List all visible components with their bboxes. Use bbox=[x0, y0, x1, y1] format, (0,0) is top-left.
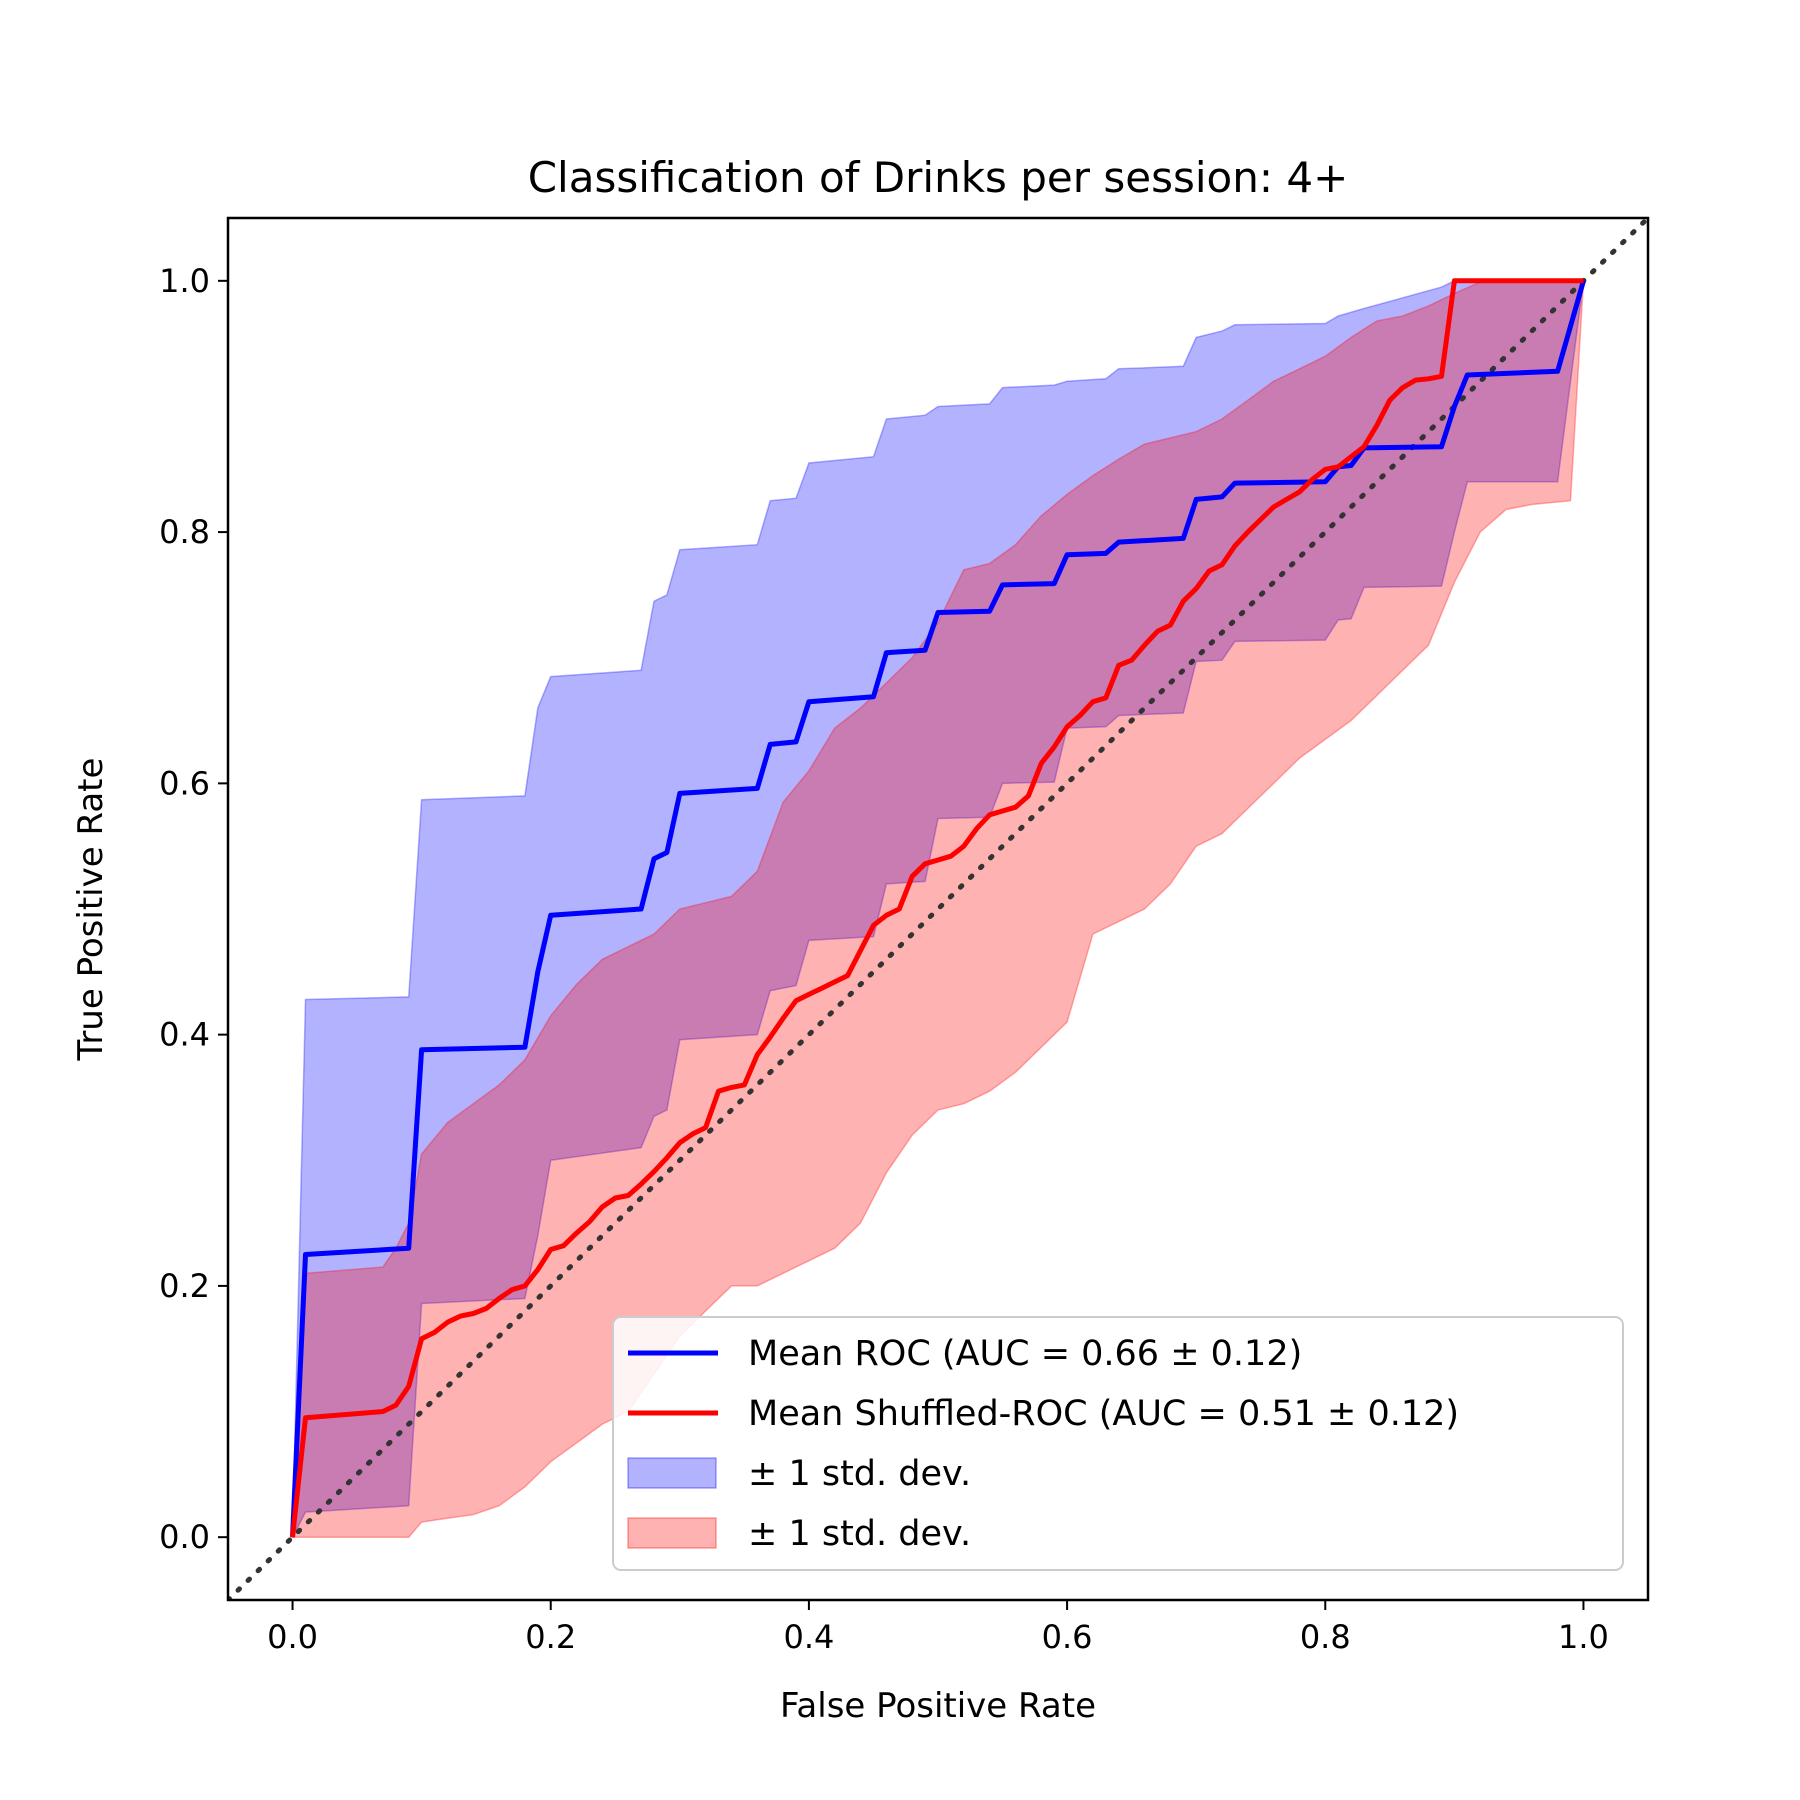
x-tick-label: 1.0 bbox=[1558, 1618, 1609, 1656]
y-axis-ticks: 0.0 0.2 0.4 0.6 0.8 1.0 bbox=[159, 262, 228, 1556]
legend-label-mean-roc: Mean ROC (AUC = 0.66 ± 0.12) bbox=[748, 1334, 1302, 1374]
plot-area bbox=[228, 218, 1648, 1600]
x-axis-ticks: 0.0 0.2 0.4 0.6 0.8 1.0 bbox=[267, 1600, 1609, 1656]
x-tick-label: 0.8 bbox=[1300, 1618, 1351, 1656]
lines-layer bbox=[290, 278, 1586, 1538]
legend-label-red-band: ± 1 std. dev. bbox=[748, 1514, 971, 1554]
x-tick-label: 0.4 bbox=[783, 1618, 834, 1656]
y-tick-label: 0.6 bbox=[159, 764, 210, 802]
y-tick-label: 0.8 bbox=[159, 513, 210, 551]
legend: Mean ROC (AUC = 0.66 ± 0.12) Mean Shuffl… bbox=[612, 1316, 1624, 1571]
chart-title: Classification of Drinks per session: 4+ bbox=[528, 153, 1349, 202]
plot-frame bbox=[226, 216, 1650, 1602]
legend-label-shuffled-roc: Mean Shuffled-ROC (AUC = 0.51 ± 0.12) bbox=[748, 1394, 1459, 1434]
legend-swatch-red-band bbox=[627, 1517, 717, 1549]
x-tick-label: 0.6 bbox=[1042, 1618, 1093, 1656]
legend-label-blue-band: ± 1 std. dev. bbox=[748, 1454, 971, 1494]
legend-box bbox=[612, 1316, 1624, 1571]
legend-swatch-blue-band bbox=[627, 1457, 717, 1489]
y-tick-label: 0.4 bbox=[159, 1016, 210, 1054]
x-axis-label: False Positive Rate bbox=[780, 1686, 1096, 1726]
y-tick-label: 0.2 bbox=[159, 1267, 210, 1305]
x-tick-label: 0.2 bbox=[525, 1618, 576, 1656]
mean-roc-line bbox=[290, 280, 1586, 1538]
mean-shuffled-roc-line bbox=[290, 278, 1584, 1538]
x-tick-label: 0.0 bbox=[267, 1618, 318, 1656]
y-tick-label: 0.0 bbox=[159, 1518, 210, 1556]
y-axis-label: True Positive Rate bbox=[71, 758, 111, 1062]
y-tick-label: 1.0 bbox=[159, 262, 210, 300]
